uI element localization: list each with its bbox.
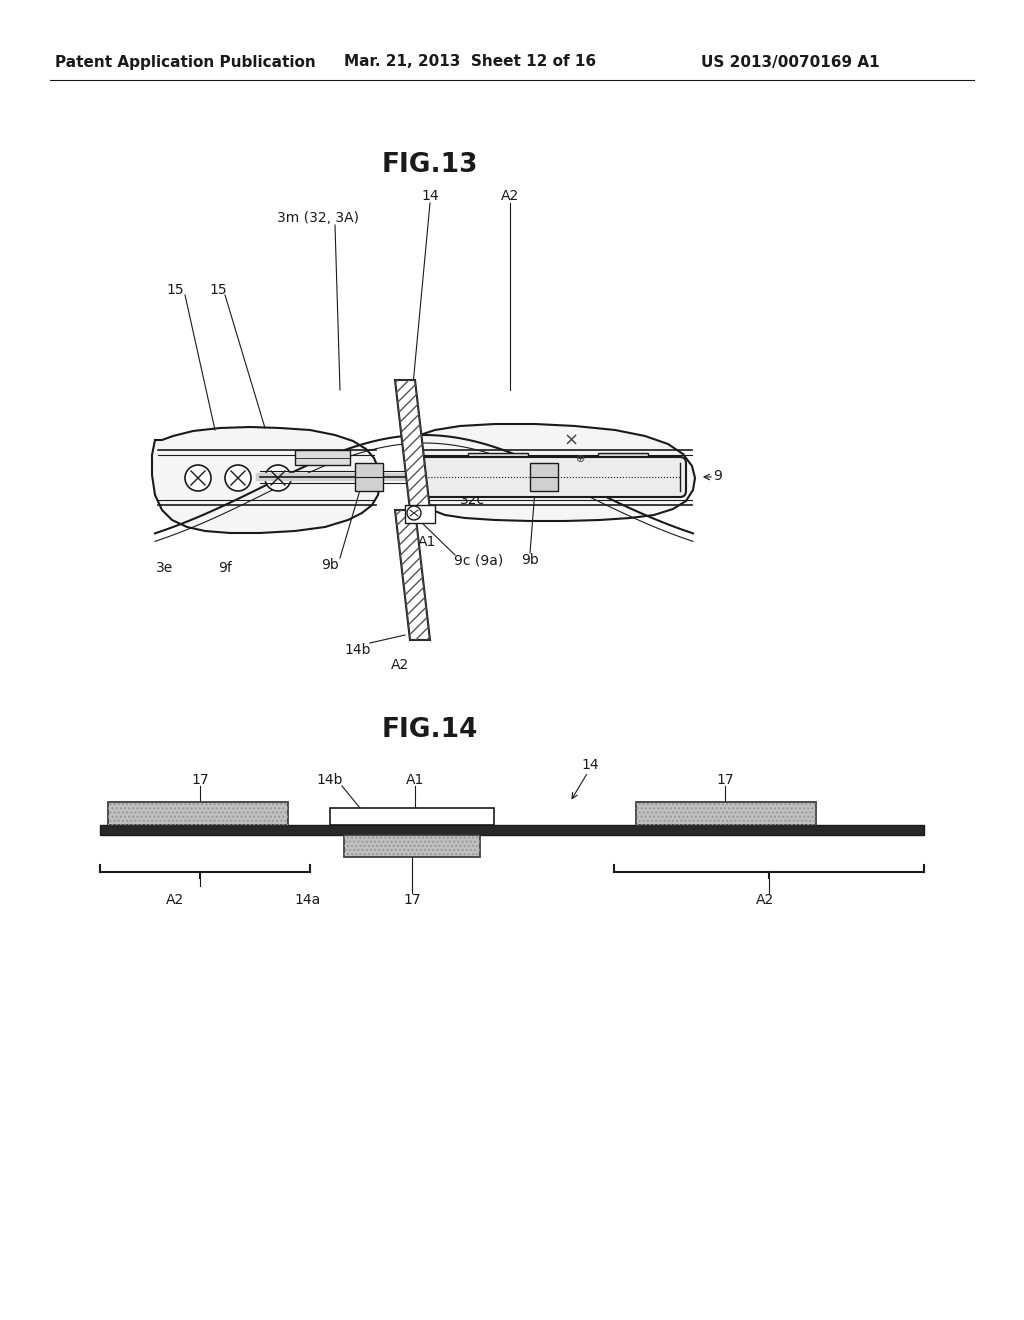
Bar: [295, 450, 350, 465]
Text: A2: A2: [166, 894, 184, 907]
Bar: [344, 836, 480, 857]
Text: Mar. 21, 2013  Sheet 12 of 16: Mar. 21, 2013 Sheet 12 of 16: [344, 54, 596, 70]
Text: 9b: 9b: [521, 553, 539, 568]
Text: 9b: 9b: [322, 558, 339, 572]
Text: A1: A1: [418, 535, 436, 549]
Text: A2: A2: [501, 189, 519, 203]
Text: 9f: 9f: [218, 561, 232, 576]
Bar: [636, 803, 816, 825]
Bar: [330, 808, 494, 825]
Text: FIG.13: FIG.13: [382, 152, 478, 178]
Bar: [100, 825, 924, 836]
Bar: [598, 453, 648, 469]
Bar: [636, 803, 816, 825]
Circle shape: [407, 506, 421, 520]
Text: US 2013/0070169 A1: US 2013/0070169 A1: [700, 54, 880, 70]
Text: 17: 17: [403, 894, 421, 907]
Text: A2: A2: [756, 894, 774, 907]
Polygon shape: [395, 380, 430, 510]
Text: 14: 14: [582, 758, 599, 772]
Text: 32c: 32c: [460, 492, 485, 507]
Text: A2: A2: [391, 657, 410, 672]
Circle shape: [265, 465, 291, 491]
Text: FIG.14: FIG.14: [382, 717, 478, 743]
Bar: [468, 453, 528, 469]
Text: 14a: 14a: [295, 894, 322, 907]
FancyBboxPatch shape: [414, 457, 686, 498]
Text: 9: 9: [714, 469, 723, 483]
Text: 14: 14: [421, 189, 439, 203]
Bar: [530, 463, 558, 491]
Text: $\times$: $\times$: [562, 432, 578, 449]
Text: 15: 15: [209, 282, 226, 297]
Polygon shape: [395, 510, 430, 640]
Bar: [355, 463, 383, 491]
Text: Patent Application Publication: Patent Application Publication: [54, 54, 315, 70]
Circle shape: [225, 465, 251, 491]
Bar: [108, 803, 288, 825]
Circle shape: [185, 465, 211, 491]
Polygon shape: [414, 424, 695, 521]
Bar: [108, 803, 288, 825]
Text: 17: 17: [191, 774, 209, 787]
Bar: [406, 506, 435, 523]
Text: 9c (9a): 9c (9a): [454, 553, 503, 568]
Polygon shape: [152, 426, 380, 533]
Text: 3m (32, 3A): 3m (32, 3A): [278, 211, 359, 224]
Text: 3e: 3e: [157, 561, 174, 576]
Text: 14b: 14b: [316, 774, 343, 787]
Text: 14b: 14b: [345, 643, 372, 657]
Text: A1: A1: [406, 774, 424, 787]
Text: 15: 15: [166, 282, 184, 297]
Text: $\oplus$: $\oplus$: [574, 453, 585, 463]
Text: 17: 17: [716, 774, 734, 787]
Bar: [344, 836, 480, 857]
